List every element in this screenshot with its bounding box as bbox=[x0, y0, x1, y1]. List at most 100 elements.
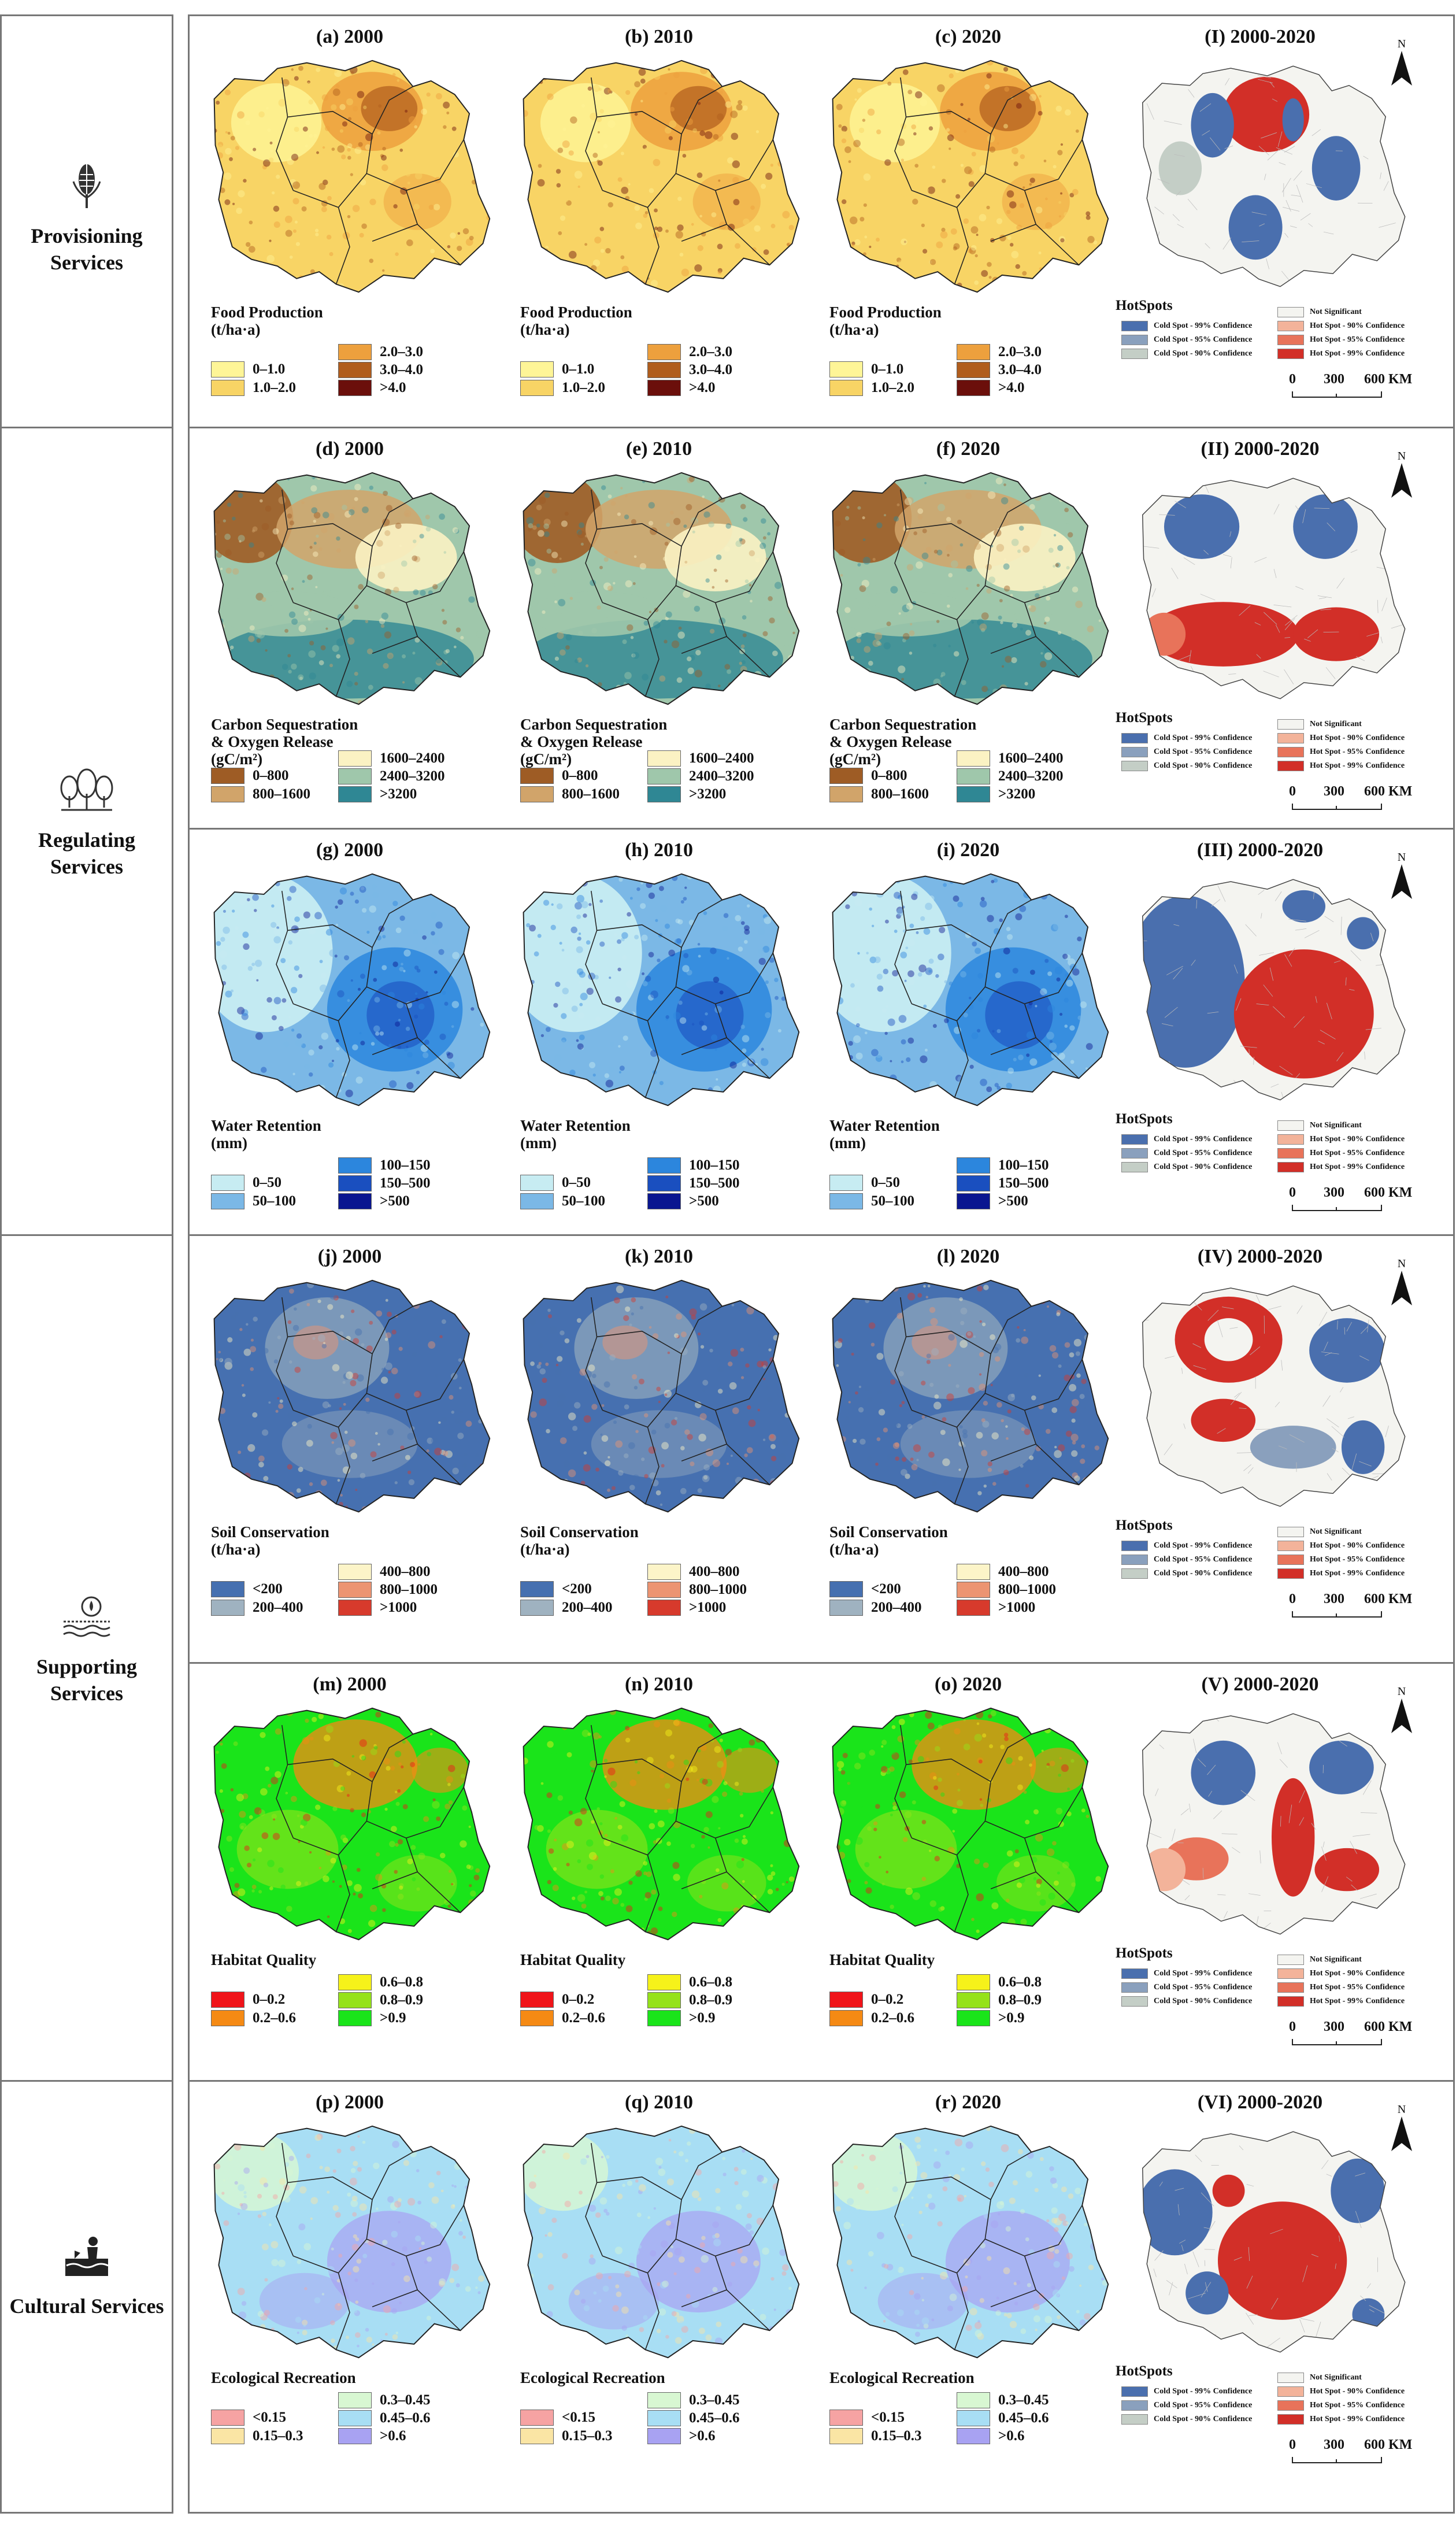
legend-title: & Oxygen Release bbox=[829, 733, 952, 750]
legend-label: 1.0–2.0 bbox=[253, 380, 296, 395]
legend-label: 400–800 bbox=[689, 1564, 740, 1579]
legend-swatch bbox=[338, 750, 372, 767]
category-supporting: Supporting Services bbox=[0, 1594, 173, 1707]
map-panel-soil-1: (k) 2010 Soil Conservation (t/ha·a) <200 200… bbox=[509, 1246, 809, 1656]
legend-swatch bbox=[338, 1193, 372, 1209]
hotspot-swatch bbox=[1277, 1134, 1304, 1145]
legend-swatch bbox=[647, 362, 681, 378]
map-legend: Ecological Recreation <0.15 0.15–0.3 0.3–0.… bbox=[829, 2369, 1107, 2467]
hotspot-label: Cold Spot - 90% Confidence bbox=[1154, 1163, 1253, 1171]
scale-label-2: 600 KM bbox=[1364, 1185, 1413, 1200]
category-regulating: Regulating Services bbox=[0, 767, 173, 880]
row-divider bbox=[188, 828, 1455, 830]
hotspot-swatch bbox=[1277, 1162, 1304, 1172]
legend-title: Water Retention bbox=[211, 1117, 321, 1134]
legend-label: 0–1.0 bbox=[871, 361, 904, 377]
legend-swatch bbox=[338, 786, 372, 802]
legend-swatch bbox=[647, 344, 681, 360]
legend-swatch bbox=[520, 2428, 554, 2444]
map-legend: Soil Conservation (t/ha·a) <200 200–400 400–… bbox=[829, 1523, 1107, 1622]
panel-title: (c) 2020 bbox=[935, 26, 1002, 47]
legend-swatch bbox=[211, 1175, 244, 1191]
legend-label: 150–500 bbox=[380, 1175, 431, 1191]
legend-label: <200 bbox=[562, 1581, 592, 1597]
hotspot-swatch bbox=[1121, 1568, 1148, 1579]
legend-label: 150–500 bbox=[998, 1175, 1049, 1191]
row-divider bbox=[188, 427, 1455, 428]
legend-swatch bbox=[647, 1175, 681, 1191]
legend-label: 0–800 bbox=[562, 768, 598, 783]
map-panel-recreation-1: (q) 2010 Ecological Recreation <0.15 0.15–0… bbox=[509, 2092, 809, 2508]
legend-title: Food Production bbox=[829, 304, 942, 321]
legend-swatch bbox=[211, 2428, 244, 2444]
legend-title: Soil Conservation bbox=[211, 1523, 329, 1541]
map-panel-water-2: (i) 2020 Water Retention (mm) 0–50 50–100 100… bbox=[818, 839, 1118, 1228]
row-divider bbox=[188, 1662, 1455, 1664]
hotspot-label: Not Significant bbox=[1310, 720, 1362, 728]
map-panel-recreation-0: (p) 2000 Ecological Recreation <0.15 0.15–0… bbox=[199, 2092, 500, 2508]
legend-title: (t/ha·a) bbox=[829, 1541, 879, 1558]
scale-label-2: 600 KM bbox=[1364, 2019, 1413, 2034]
legend-swatch bbox=[647, 2010, 681, 2026]
legend-title: Ecological Recreation bbox=[211, 2369, 356, 2386]
legend-label: 100–150 bbox=[380, 1157, 431, 1173]
legend-title: (t/ha·a) bbox=[829, 321, 879, 338]
hotspot-label: Hot Spot - 95% Confidence bbox=[1310, 1149, 1405, 1157]
legend-title: Water Retention bbox=[520, 1117, 631, 1134]
hotspot-label: Cold Spot - 90% Confidence bbox=[1154, 2415, 1253, 2423]
legend-swatch bbox=[647, 750, 681, 767]
scale-bar: 0 300 600 KM bbox=[1289, 1185, 1416, 1220]
legend-title: Carbon Sequestration bbox=[520, 716, 668, 733]
north-label: N bbox=[1397, 450, 1406, 462]
hotspot-label: Cold Spot - 95% Confidence bbox=[1154, 2401, 1253, 2410]
north-arrow: N bbox=[1387, 38, 1416, 89]
hotspot-swatch bbox=[1121, 733, 1148, 743]
hotspot-swatch bbox=[1277, 1568, 1304, 1579]
north-arrow-icon bbox=[1391, 864, 1412, 899]
legend-title: Water Retention bbox=[829, 1117, 940, 1134]
hotspot-label: Cold Spot - 99% Confidence bbox=[1154, 734, 1253, 742]
legend-label: 0–0.2 bbox=[253, 1992, 286, 2007]
legend-swatch bbox=[957, 1157, 990, 1174]
legend-label: >0.6 bbox=[689, 2428, 716, 2444]
panel-title: (m) 2000 bbox=[313, 1674, 387, 1695]
grain-icon bbox=[0, 157, 173, 212]
category-column bbox=[0, 14, 173, 2514]
scale-label-1: 300 bbox=[1324, 372, 1344, 387]
north-label: N bbox=[1397, 851, 1406, 864]
legend-label: 800–1000 bbox=[380, 1582, 438, 1597]
legend-label: 0.3–0.45 bbox=[998, 2392, 1049, 2408]
panel-title: (e) 2010 bbox=[625, 438, 692, 460]
hotspot-swatch bbox=[1121, 1982, 1148, 1993]
hotspot-legend: HotSpots Cold Spot - 99% Confidence Cold S… bbox=[1116, 710, 1439, 826]
scale-label-0: 0 bbox=[1289, 2019, 1296, 2034]
legend-label: 2400–3200 bbox=[998, 768, 1064, 784]
legend-label: 2.0–3.0 bbox=[689, 344, 732, 360]
north-arrow-icon bbox=[1391, 2116, 1412, 2151]
legend-swatch bbox=[647, 1564, 681, 1580]
panel-title: (b) 2010 bbox=[624, 26, 694, 47]
map-panel-water-0: (g) 2000 Water Retention (mm) 0–50 50–100 100… bbox=[199, 839, 500, 1228]
scale-label-1: 300 bbox=[1324, 2437, 1344, 2452]
legend-label: 0.2–0.6 bbox=[562, 2010, 605, 2026]
legend-label: 0.6–0.8 bbox=[380, 1974, 423, 1990]
legend-swatch bbox=[338, 1600, 372, 1616]
scale-label-1: 300 bbox=[1324, 1592, 1344, 1607]
map-legend: Food Production (t/ha·a) 0–1.0 1.0–2.0 2.0–3… bbox=[211, 304, 488, 402]
region-map bbox=[832, 1707, 1109, 1941]
hotspot-label: Hot Spot - 95% Confidence bbox=[1310, 2401, 1405, 2410]
panel-title: (k) 2010 bbox=[624, 1246, 694, 1267]
region-map bbox=[832, 60, 1109, 293]
hotspot-label: Not Significant bbox=[1310, 2373, 1362, 2382]
hotspot-label: Hot Spot - 95% Confidence bbox=[1310, 1983, 1405, 1992]
north-arrow-icon bbox=[1391, 1698, 1412, 1733]
map-legend: Habitat Quality 0–0.2 0.2–0.6 0.6–0.8 0.8–0.… bbox=[211, 1951, 488, 2049]
panel-title: (l) 2020 bbox=[936, 1246, 1000, 1267]
region-map bbox=[523, 472, 800, 705]
legend-title: (t/ha·a) bbox=[520, 1541, 570, 1558]
north-label: N bbox=[1397, 1257, 1406, 1270]
map-legend: Habitat Quality 0–0.2 0.2–0.6 0.6–0.8 0.8–0.… bbox=[520, 1951, 798, 2049]
legend-label: >500 bbox=[998, 1193, 1028, 1209]
north-label: N bbox=[1397, 1685, 1406, 1698]
legend-title: Carbon Sequestration bbox=[829, 716, 977, 733]
